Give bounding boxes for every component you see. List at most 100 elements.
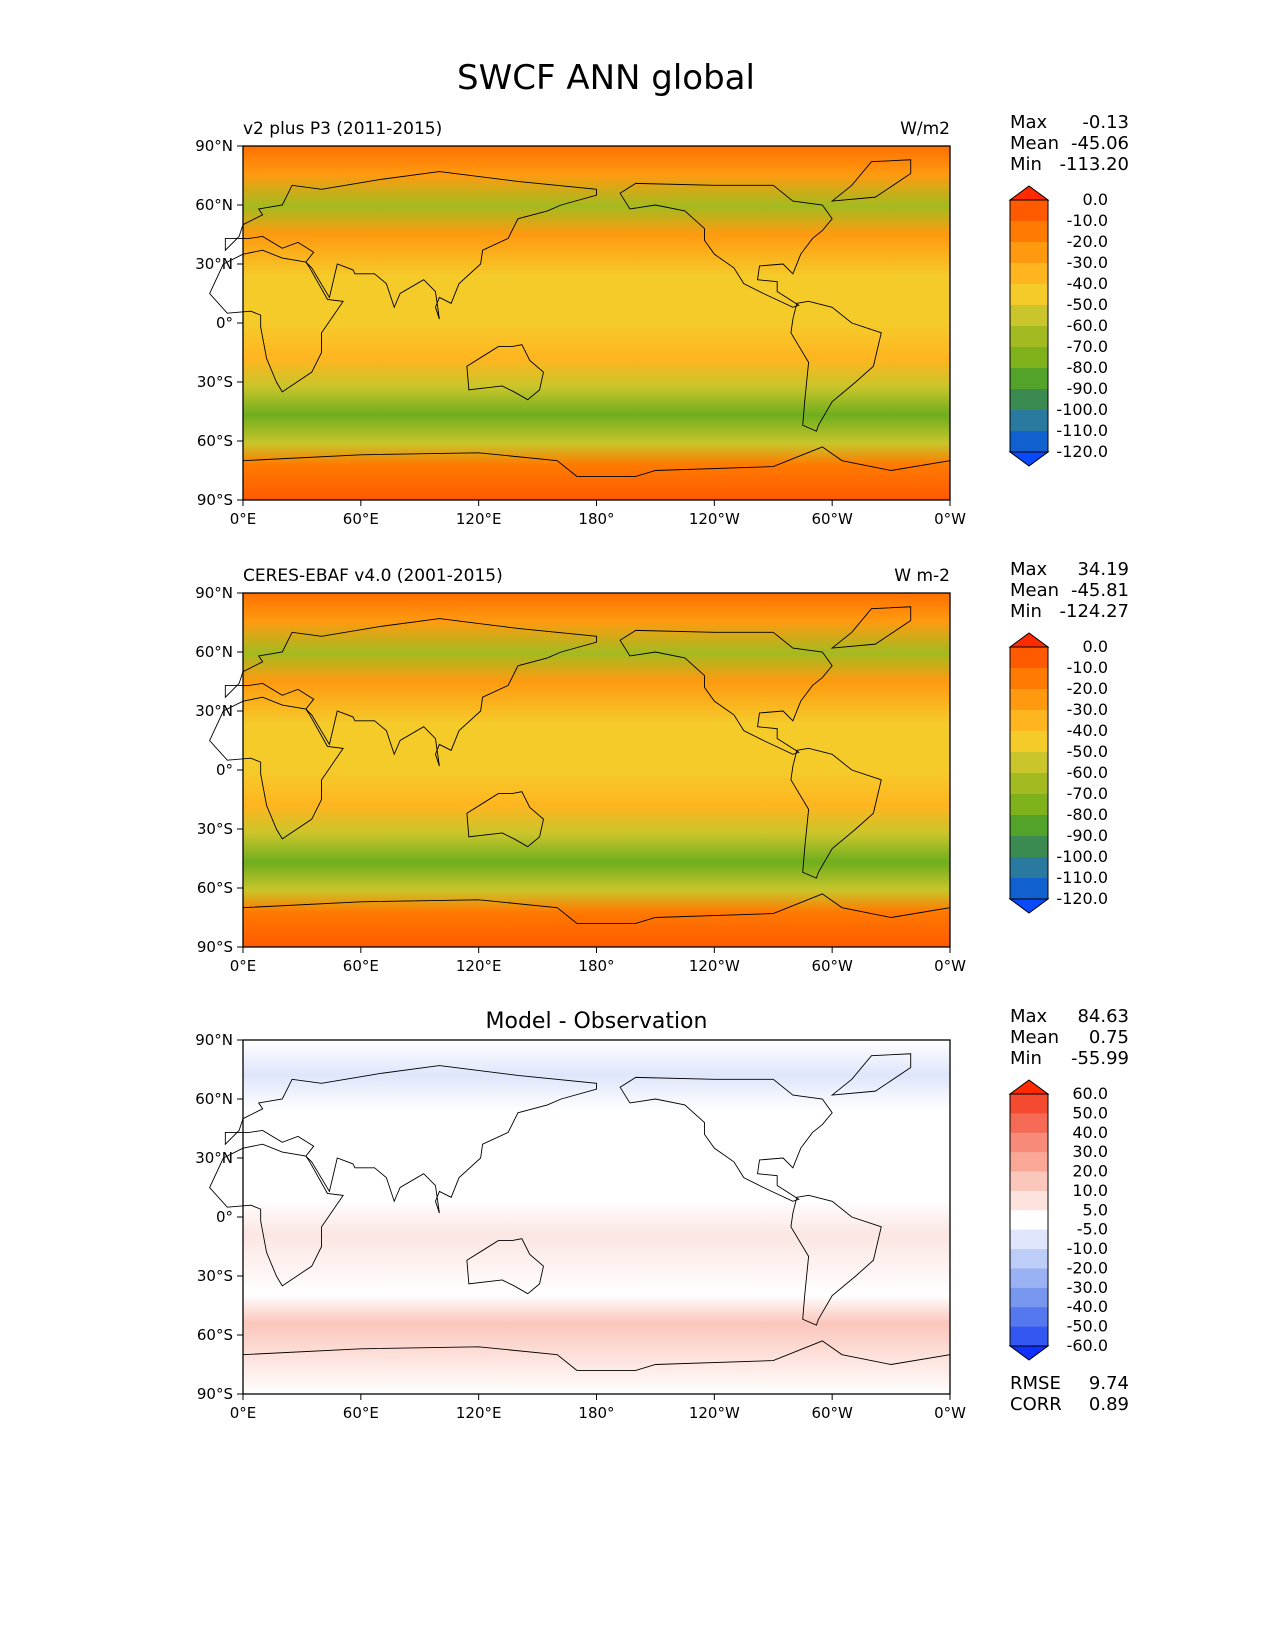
coastline-greenland — [830, 159, 912, 202]
colorbar-label: -40.0 — [1067, 274, 1108, 293]
y-tick-label: 60°N — [195, 196, 233, 214]
colorbar-label: -10.0 — [1067, 658, 1108, 677]
x-tick-label: 120°E — [456, 1404, 502, 1422]
y-tick-label: 90°S — [197, 491, 233, 509]
colorbar-bin — [1010, 347, 1048, 369]
stat-label-min: Min — [1010, 1048, 1042, 1069]
colorbar-label: -40.0 — [1067, 721, 1108, 740]
colorbar-label: -80.0 — [1067, 358, 1108, 377]
colorbar-label: -50.0 — [1067, 295, 1108, 314]
stat-value-max: 84.63 — [1077, 1006, 1129, 1027]
x-tick-label: 0°W — [934, 957, 966, 975]
map-panel-obs: CERES-EBAF v4.0 (2001-2015) W m-2 0°E 60°E 1… — [195, 559, 1129, 975]
y-tick-label: 60°N — [195, 1090, 233, 1108]
x-tick-label: 180° — [578, 510, 614, 528]
x-tick-label: 60°E — [343, 957, 379, 975]
stat-value-mean: -45.81 — [1071, 580, 1129, 601]
colorbar-label: -70.0 — [1067, 784, 1108, 803]
y-tick-label: 30°S — [197, 373, 233, 391]
y-tick-label: 60°S — [197, 1326, 233, 1344]
colorbar-bin — [1010, 689, 1048, 711]
stat-label-min: Min — [1010, 601, 1042, 622]
colorbar-label: 50.0 — [1072, 1103, 1108, 1122]
y-tick-label: 0° — [216, 314, 233, 332]
colorbar-label: -30.0 — [1067, 253, 1108, 272]
colorbar-bin — [1010, 1210, 1048, 1231]
colorbar-bin — [1010, 284, 1048, 306]
map-field — [243, 593, 950, 947]
colorbar-label: -20.0 — [1067, 1258, 1108, 1277]
map-field — [243, 146, 950, 500]
x-tick-label: 0°W — [934, 510, 966, 528]
y-tick-label: 30°N — [195, 255, 233, 273]
stat-value-min: -113.20 — [1060, 154, 1129, 175]
y-tick-label: 90°N — [195, 1031, 233, 1049]
colorbar-label: -110.0 — [1056, 868, 1108, 887]
colorbar-bin — [1010, 752, 1048, 774]
x-tick-label: 0°W — [934, 1404, 966, 1422]
colorbar-bin — [1010, 1132, 1048, 1153]
y-tick-label: 60°S — [197, 432, 233, 450]
colorbar-label: 20.0 — [1072, 1162, 1108, 1181]
colorbar-bin — [1010, 1287, 1048, 1308]
colorbar-label: -60.0 — [1067, 763, 1108, 782]
footer-value-corr: 0.89 — [1089, 1394, 1129, 1415]
map-panel-model: v2 plus P3 (2011-2015) W/m2 0°E 60°E 120°E 18… — [195, 112, 1129, 528]
y-tick-label: 90°S — [197, 938, 233, 956]
stat-label-max: Max — [1010, 1006, 1048, 1027]
colorbar-bin — [1010, 1171, 1048, 1192]
stat-label-mean: Mean — [1010, 1027, 1059, 1048]
coastline-namerica — [619, 1076, 833, 1202]
colorbar-bin — [1010, 1268, 1048, 1289]
colorbar-label: 0.0 — [1083, 190, 1108, 209]
y-tick-label: 60°S — [197, 879, 233, 897]
colorbar-bin — [1010, 221, 1048, 243]
colorbar-bin — [1010, 305, 1048, 327]
colorbar-bin — [1010, 1113, 1048, 1134]
x-tick-label: 60°E — [343, 510, 379, 528]
x-tick-label: 180° — [578, 1404, 614, 1422]
colorbar-label: -50.0 — [1067, 1317, 1108, 1336]
colorbar-bin — [1010, 710, 1048, 732]
colorbar-label: 40.0 — [1072, 1123, 1108, 1142]
colorbar-bin — [1010, 668, 1048, 690]
colorbar-bin — [1010, 794, 1048, 816]
colorbar-label: -10.0 — [1067, 1239, 1108, 1258]
map-panel-diff: Model - Observation 0°E 60°E 120°E 180° 120°W… — [195, 1006, 1129, 1422]
colorbar-label: -120.0 — [1056, 442, 1108, 461]
stat-label-max: Max — [1010, 559, 1048, 580]
x-tick-label: 60°W — [811, 1404, 853, 1422]
colorbar-label: -60.0 — [1067, 316, 1108, 335]
x-tick-label: 60°E — [343, 1404, 379, 1422]
colorbar-bin — [1010, 815, 1048, 837]
colorbar-bin — [1010, 878, 1048, 900]
colorbar-label: -50.0 — [1067, 742, 1108, 761]
x-tick-label: 60°W — [811, 957, 853, 975]
colorbar-bin — [1010, 389, 1048, 411]
x-tick-label: 120°E — [456, 510, 502, 528]
y-tick-label: 90°N — [195, 584, 233, 602]
colorbar-extend-top — [1008, 1079, 1050, 1095]
colorbar-bin — [1010, 857, 1048, 879]
x-tick-label: 120°E — [456, 957, 502, 975]
y-tick-label: 90°N — [195, 137, 233, 155]
y-tick-label: 0° — [216, 1208, 233, 1226]
colorbar-label: -40.0 — [1067, 1297, 1108, 1316]
panel-title: CERES-EBAF v4.0 (2001-2015) — [243, 566, 503, 586]
panel-title-center: Model - Observation — [486, 1009, 708, 1034]
colorbar-extend-bottom — [1008, 1345, 1050, 1361]
colorbar-extend-bottom — [1008, 451, 1050, 467]
map-field — [243, 1040, 950, 1394]
colorbar-label: -80.0 — [1067, 805, 1108, 824]
y-tick-label: 30°S — [197, 820, 233, 838]
colorbar-bin — [1010, 431, 1048, 453]
colorbar-frame — [1009, 199, 1049, 453]
x-tick-label: 120°W — [689, 510, 740, 528]
coastline-samerica — [790, 747, 882, 879]
figure-title: SWCF ANN global — [457, 58, 755, 98]
x-tick-label: 120°W — [689, 1404, 740, 1422]
colorbar-bin — [1010, 263, 1048, 285]
colorbar-bin — [1010, 1190, 1048, 1211]
colorbar-label: -100.0 — [1056, 847, 1108, 866]
